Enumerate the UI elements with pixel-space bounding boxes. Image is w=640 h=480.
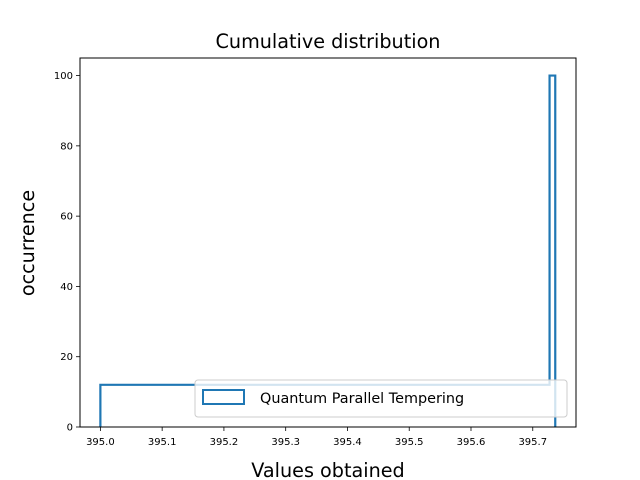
legend-frame [194,379,568,418]
x-tick-label-6: 395.6 [457,437,486,448]
chart-title: Cumulative distribution [216,30,441,53]
plot-area: 395.0 395.1 395.2 395.3 395.4 395.5 395.6 395.7… [54,57,577,448]
series-layer [99,74,557,427]
legend-entry-label: Quantum Parallel Tempering [260,391,464,407]
y-axis-label: occurrence [16,190,39,296]
x-tick-label-7: 395.7 [518,437,547,448]
x-axis-ticks: 395.0 395.1 395.2 395.3 395.4 395.5 395.6 395.7 [86,427,547,448]
x-tick-label-3: 395.3 [271,437,300,448]
y-tick-label-3: 60 [60,212,73,223]
x-axis-label: Values obtained [251,459,404,480]
y-tick-label-0: 0 [67,423,73,434]
y-tick-label-5: 100 [54,71,73,82]
y-axis-ticks: 0 20 40 60 80 100 [54,71,80,434]
series-step-line-0 [99,74,557,427]
y-tick-label-2: 40 [60,282,73,293]
x-tick-label-2: 395.2 [210,437,239,448]
y-tick-label-1: 20 [60,352,73,363]
x-tick-label-1: 395.1 [148,437,177,448]
x-tick-label-5: 395.5 [395,437,424,448]
axes-background [80,58,576,427]
legend-swatch [202,389,245,405]
x-tick-label-0: 395.0 [86,437,115,448]
y-tick-label-4: 80 [60,141,73,152]
legend: Quantum Parallel Tempering [194,379,568,418]
x-tick-label-4: 395.4 [333,437,362,448]
axes-frame [79,57,577,428]
